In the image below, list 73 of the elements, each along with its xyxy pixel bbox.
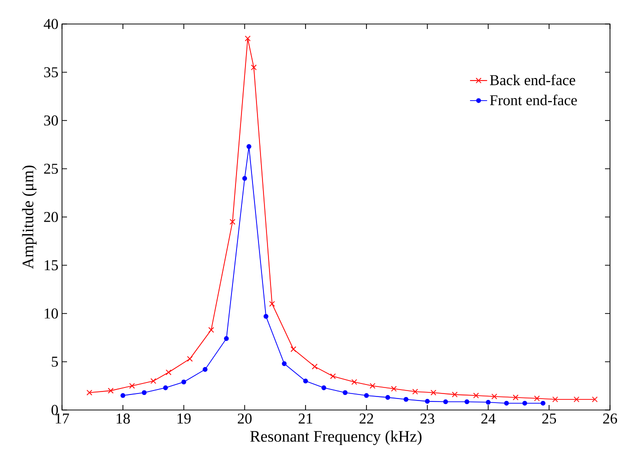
x-tick-label: 20 xyxy=(238,414,252,424)
point xyxy=(424,398,430,404)
point xyxy=(330,373,336,380)
x-tick-label: 18 xyxy=(116,414,130,424)
y-tick-label: 10 xyxy=(44,308,58,319)
y-axis-title: Amplitude (μm) xyxy=(22,166,37,269)
point xyxy=(246,144,252,149)
point xyxy=(464,399,470,404)
point xyxy=(534,396,540,402)
x-tick-label: 19 xyxy=(178,414,191,424)
point xyxy=(230,218,236,225)
point xyxy=(364,393,369,398)
point xyxy=(242,176,248,181)
point xyxy=(186,356,193,362)
point xyxy=(390,386,397,392)
point xyxy=(321,385,326,390)
point xyxy=(181,380,186,384)
point xyxy=(208,327,214,333)
x-tick-label: 21 xyxy=(298,414,312,424)
point xyxy=(351,379,358,385)
y-tick-label: 20 xyxy=(44,212,58,222)
point xyxy=(129,382,135,389)
y-tick-label: 5 xyxy=(52,356,58,367)
point xyxy=(166,369,172,376)
point xyxy=(443,399,448,404)
point xyxy=(512,394,518,400)
point xyxy=(522,400,528,406)
point xyxy=(312,364,318,370)
point xyxy=(486,400,491,405)
point xyxy=(504,400,509,406)
x-tick-label: 22 xyxy=(360,414,374,424)
x-tick-label: 17 xyxy=(56,414,70,424)
point xyxy=(592,396,598,402)
point xyxy=(224,336,229,341)
point xyxy=(120,393,126,398)
point xyxy=(150,378,156,384)
point xyxy=(552,396,558,402)
point xyxy=(385,395,390,400)
point xyxy=(430,390,436,396)
legend-label: Front end-face xyxy=(490,94,577,106)
y-tick-label: 25 xyxy=(44,164,58,174)
y-tick-label: 40 xyxy=(44,18,58,30)
point xyxy=(290,346,296,352)
point xyxy=(342,390,348,396)
point xyxy=(404,396,408,402)
x-axis-title: Resonant Frequency (kHz) xyxy=(250,430,422,446)
y-tick-label: 35 xyxy=(44,67,58,78)
x-tick-label: 25 xyxy=(542,414,556,424)
point xyxy=(303,378,308,384)
point xyxy=(452,392,458,398)
point xyxy=(142,390,147,396)
point xyxy=(491,394,498,400)
point xyxy=(86,390,92,396)
point xyxy=(250,64,257,70)
y-tick-label: 30 xyxy=(44,115,58,126)
x-tick-label: 23 xyxy=(420,414,434,424)
y-tick-label: 0 xyxy=(52,404,58,416)
y-tick-label: 15 xyxy=(44,260,58,270)
point xyxy=(108,388,114,394)
point xyxy=(574,396,580,402)
x-tick-label: 24 xyxy=(481,414,496,424)
x-tick-label: 26 xyxy=(603,414,618,424)
point xyxy=(269,300,275,307)
point xyxy=(282,361,287,366)
point xyxy=(412,388,418,395)
point xyxy=(370,382,376,389)
point xyxy=(244,36,251,42)
point xyxy=(473,392,479,398)
point xyxy=(540,400,546,406)
legend-label: Back end-face xyxy=(490,74,576,86)
point xyxy=(163,385,168,390)
point xyxy=(202,367,208,372)
point xyxy=(264,314,268,319)
